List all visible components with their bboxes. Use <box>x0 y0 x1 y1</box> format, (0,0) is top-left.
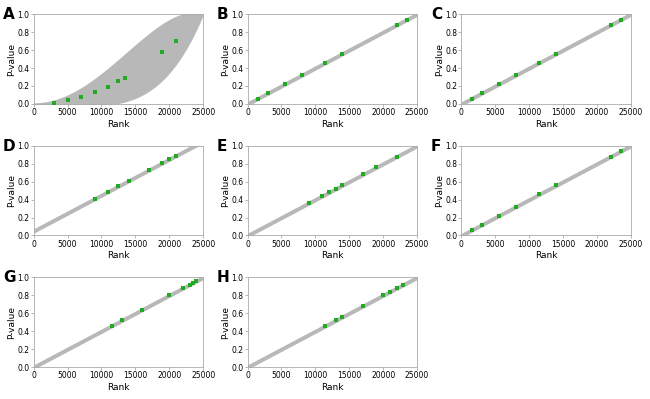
Y-axis label: P-value: P-value <box>435 174 444 207</box>
Text: B: B <box>217 7 229 22</box>
Y-axis label: P-value: P-value <box>221 306 230 339</box>
X-axis label: Rank: Rank <box>535 251 558 261</box>
X-axis label: Rank: Rank <box>321 120 344 129</box>
X-axis label: Rank: Rank <box>321 251 344 261</box>
X-axis label: Rank: Rank <box>107 120 129 129</box>
X-axis label: Rank: Rank <box>535 120 558 129</box>
X-axis label: Rank: Rank <box>321 383 344 392</box>
X-axis label: Rank: Rank <box>107 251 129 261</box>
Text: D: D <box>3 138 16 154</box>
Y-axis label: P-value: P-value <box>221 174 230 207</box>
Y-axis label: P-value: P-value <box>7 306 16 339</box>
Text: H: H <box>217 270 229 285</box>
Text: A: A <box>3 7 15 22</box>
Text: C: C <box>431 7 442 22</box>
Text: E: E <box>217 138 228 154</box>
Y-axis label: P-value: P-value <box>435 43 444 75</box>
Y-axis label: P-value: P-value <box>221 43 230 75</box>
Text: G: G <box>3 270 16 285</box>
Text: F: F <box>431 138 441 154</box>
Y-axis label: P-value: P-value <box>7 43 16 75</box>
Y-axis label: P-value: P-value <box>7 174 16 207</box>
X-axis label: Rank: Rank <box>107 383 129 392</box>
